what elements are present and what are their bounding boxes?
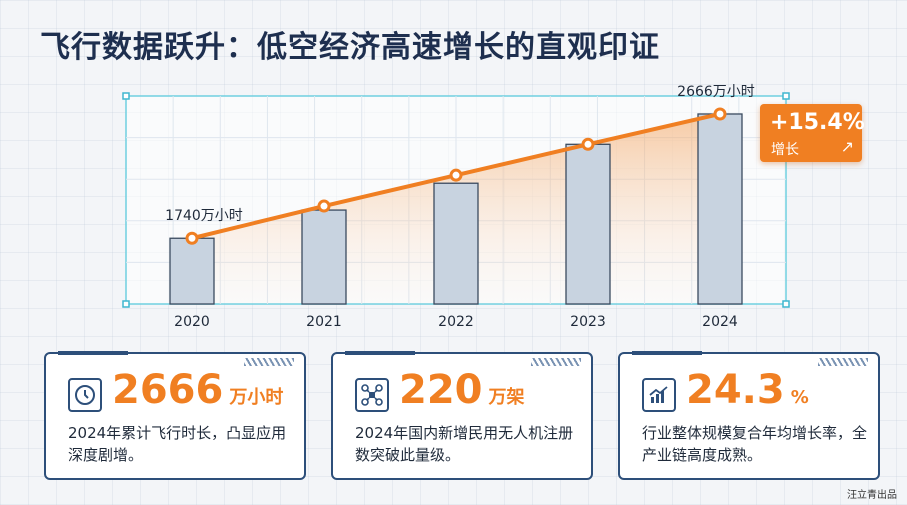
- card-accent: [345, 351, 415, 355]
- point-2021: [317, 199, 331, 213]
- bar-2020: [169, 237, 215, 305]
- stat-value: 220 万架: [399, 367, 525, 413]
- bar-2024: [697, 113, 743, 305]
- bar-series: [169, 113, 743, 305]
- bar-chart-icon: [642, 378, 676, 412]
- x-tick-2022: 2022: [438, 314, 474, 330]
- stat-value: 24.3%: [686, 367, 809, 413]
- x-axis-ticks: 2020 2021 2022 2023 2024: [174, 314, 738, 330]
- point-label-2020: 1740万小时: [165, 208, 243, 224]
- point-labels: 1740万小时 2666万小时: [165, 84, 755, 224]
- frame-corner: [122, 92, 130, 100]
- point-2023: [581, 137, 595, 151]
- card-stripes: [244, 358, 294, 366]
- growth-value: +15.4%: [770, 110, 865, 135]
- stat-description: 行业整体规模复合年均增长率，全产业链高度成熟。: [642, 424, 868, 464]
- growth-badge: +15.4% 增长 ↗: [760, 104, 865, 162]
- clock-icon: [68, 378, 102, 412]
- stat-card-drones: 220 万架 2024年国内新增民用无人机注册数突破此量级。: [331, 351, 593, 480]
- card-accent: [58, 351, 128, 355]
- drone-icon: [355, 378, 389, 412]
- frame-corner: [122, 300, 130, 308]
- stat-card-flight-hours: 2666 万小时 2024年累计飞行时长，凸显应用深度剧增。: [44, 351, 306, 480]
- bar-2022: [433, 182, 479, 305]
- stat-description: 2024年国内新增民用无人机注册数突破此量级。: [355, 424, 574, 464]
- bar-2023: [565, 143, 611, 305]
- growth-label: 增长: [771, 142, 799, 158]
- frame-corner: [782, 92, 790, 100]
- footer-credit: 汪立青出品: [847, 490, 897, 501]
- arrow-up-right-icon: ↗: [840, 137, 854, 156]
- line-points: [185, 107, 727, 245]
- point-2022: [449, 168, 463, 182]
- frame-corner: [782, 300, 790, 308]
- point-2024: [713, 107, 727, 121]
- growth-chart: 1740万小时 2666万小时 2020 2021 2022 2023 2024: [122, 84, 790, 330]
- x-tick-2021: 2021: [306, 314, 342, 330]
- x-tick-2020: 2020: [174, 314, 210, 330]
- point-2020: [185, 231, 199, 245]
- x-tick-2023: 2023: [570, 314, 606, 330]
- stat-card-cagr: 24.3% 行业整体规模复合年均增长率，全产业链高度成熟。: [618, 351, 880, 480]
- page-title: 飞行数据跃升：低空经济高速增长的直观印证: [40, 30, 660, 65]
- stat-description: 2024年累计飞行时长，凸显应用深度剧增。: [68, 424, 287, 464]
- point-label-2024: 2666万小时: [677, 84, 755, 100]
- stat-value: 2666 万小时: [112, 367, 284, 413]
- card-stripes: [531, 358, 581, 366]
- card-stripes: [818, 358, 868, 366]
- card-accent: [632, 351, 702, 355]
- x-tick-2024: 2024: [702, 314, 738, 330]
- bar-2021: [301, 209, 347, 305]
